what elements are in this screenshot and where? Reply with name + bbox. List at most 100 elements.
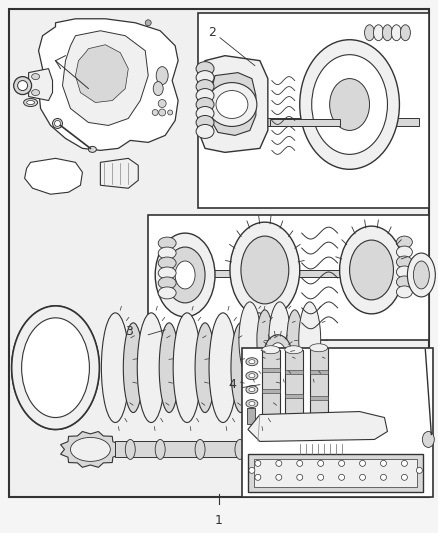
Ellipse shape bbox=[422, 432, 434, 447]
Ellipse shape bbox=[18, 80, 28, 91]
Bar bbox=[262, 350, 280, 422]
Ellipse shape bbox=[396, 246, 413, 258]
Bar bbox=[285, 350, 303, 430]
Ellipse shape bbox=[246, 358, 258, 366]
Bar bbox=[285, 393, 303, 398]
Ellipse shape bbox=[155, 439, 165, 459]
Ellipse shape bbox=[284, 424, 304, 434]
Text: 4: 4 bbox=[228, 377, 236, 391]
Ellipse shape bbox=[12, 306, 99, 430]
Bar bbox=[242, 348, 433, 497]
Ellipse shape bbox=[231, 323, 251, 413]
Ellipse shape bbox=[158, 257, 176, 269]
Ellipse shape bbox=[261, 416, 281, 426]
Circle shape bbox=[360, 474, 366, 480]
Ellipse shape bbox=[300, 40, 399, 169]
Ellipse shape bbox=[71, 438, 110, 462]
Ellipse shape bbox=[195, 439, 205, 459]
Bar bbox=[247, 408, 255, 424]
Ellipse shape bbox=[125, 439, 135, 459]
Bar bbox=[310, 396, 328, 400]
Ellipse shape bbox=[207, 83, 257, 126]
Polygon shape bbox=[25, 158, 82, 194]
Ellipse shape bbox=[407, 253, 435, 297]
Ellipse shape bbox=[246, 385, 258, 393]
Bar bbox=[285, 370, 303, 374]
Ellipse shape bbox=[137, 313, 165, 423]
Circle shape bbox=[339, 474, 345, 480]
Ellipse shape bbox=[88, 147, 96, 152]
Ellipse shape bbox=[400, 25, 410, 41]
Polygon shape bbox=[100, 158, 138, 188]
Ellipse shape bbox=[257, 310, 273, 370]
Circle shape bbox=[401, 461, 407, 466]
Ellipse shape bbox=[101, 313, 129, 423]
Ellipse shape bbox=[124, 323, 143, 413]
Ellipse shape bbox=[396, 256, 413, 268]
Circle shape bbox=[360, 461, 366, 466]
Circle shape bbox=[381, 461, 386, 466]
Polygon shape bbox=[28, 69, 53, 101]
Ellipse shape bbox=[155, 233, 215, 317]
Ellipse shape bbox=[21, 318, 89, 417]
Ellipse shape bbox=[158, 267, 176, 279]
Ellipse shape bbox=[396, 276, 413, 288]
Ellipse shape bbox=[196, 71, 214, 85]
Polygon shape bbox=[210, 72, 256, 135]
Polygon shape bbox=[39, 19, 178, 150]
Ellipse shape bbox=[330, 78, 370, 131]
Ellipse shape bbox=[165, 247, 205, 303]
Bar bbox=[155, 270, 422, 277]
Bar bbox=[115, 441, 295, 457]
Ellipse shape bbox=[175, 261, 195, 289]
Polygon shape bbox=[75, 45, 128, 102]
Text: 2: 2 bbox=[208, 26, 216, 39]
Text: 3: 3 bbox=[125, 325, 133, 338]
Ellipse shape bbox=[196, 124, 214, 139]
Circle shape bbox=[318, 474, 324, 480]
Bar bbox=[295, 446, 350, 454]
Ellipse shape bbox=[216, 91, 248, 118]
Ellipse shape bbox=[14, 77, 32, 94]
Circle shape bbox=[158, 100, 166, 108]
Ellipse shape bbox=[382, 25, 392, 41]
Ellipse shape bbox=[196, 107, 214, 120]
Ellipse shape bbox=[374, 25, 384, 41]
Ellipse shape bbox=[396, 286, 413, 298]
Ellipse shape bbox=[158, 277, 176, 289]
Ellipse shape bbox=[196, 88, 214, 102]
Ellipse shape bbox=[196, 62, 214, 76]
Circle shape bbox=[168, 110, 173, 115]
Ellipse shape bbox=[246, 372, 258, 379]
Ellipse shape bbox=[27, 101, 35, 104]
Ellipse shape bbox=[312, 55, 388, 155]
Ellipse shape bbox=[262, 346, 280, 354]
Polygon shape bbox=[63, 31, 148, 125]
Ellipse shape bbox=[264, 335, 292, 375]
Ellipse shape bbox=[196, 116, 214, 130]
Ellipse shape bbox=[285, 346, 303, 354]
Ellipse shape bbox=[269, 302, 291, 378]
Ellipse shape bbox=[239, 302, 261, 378]
Ellipse shape bbox=[235, 439, 245, 459]
Circle shape bbox=[249, 467, 255, 473]
Bar bbox=[254, 459, 417, 487]
Polygon shape bbox=[198, 55, 268, 152]
Ellipse shape bbox=[158, 247, 176, 259]
Ellipse shape bbox=[32, 90, 39, 95]
Ellipse shape bbox=[196, 79, 214, 94]
Bar bbox=[262, 368, 280, 372]
Bar bbox=[310, 370, 328, 374]
Ellipse shape bbox=[159, 323, 179, 413]
Circle shape bbox=[152, 109, 158, 116]
Polygon shape bbox=[198, 13, 429, 208]
Ellipse shape bbox=[249, 374, 255, 378]
Ellipse shape bbox=[241, 236, 289, 304]
Polygon shape bbox=[248, 411, 388, 441]
Circle shape bbox=[145, 20, 151, 26]
Ellipse shape bbox=[158, 287, 176, 299]
Ellipse shape bbox=[299, 302, 321, 378]
Bar bbox=[262, 389, 280, 393]
Bar bbox=[310, 348, 328, 435]
Bar bbox=[248, 455, 424, 492]
